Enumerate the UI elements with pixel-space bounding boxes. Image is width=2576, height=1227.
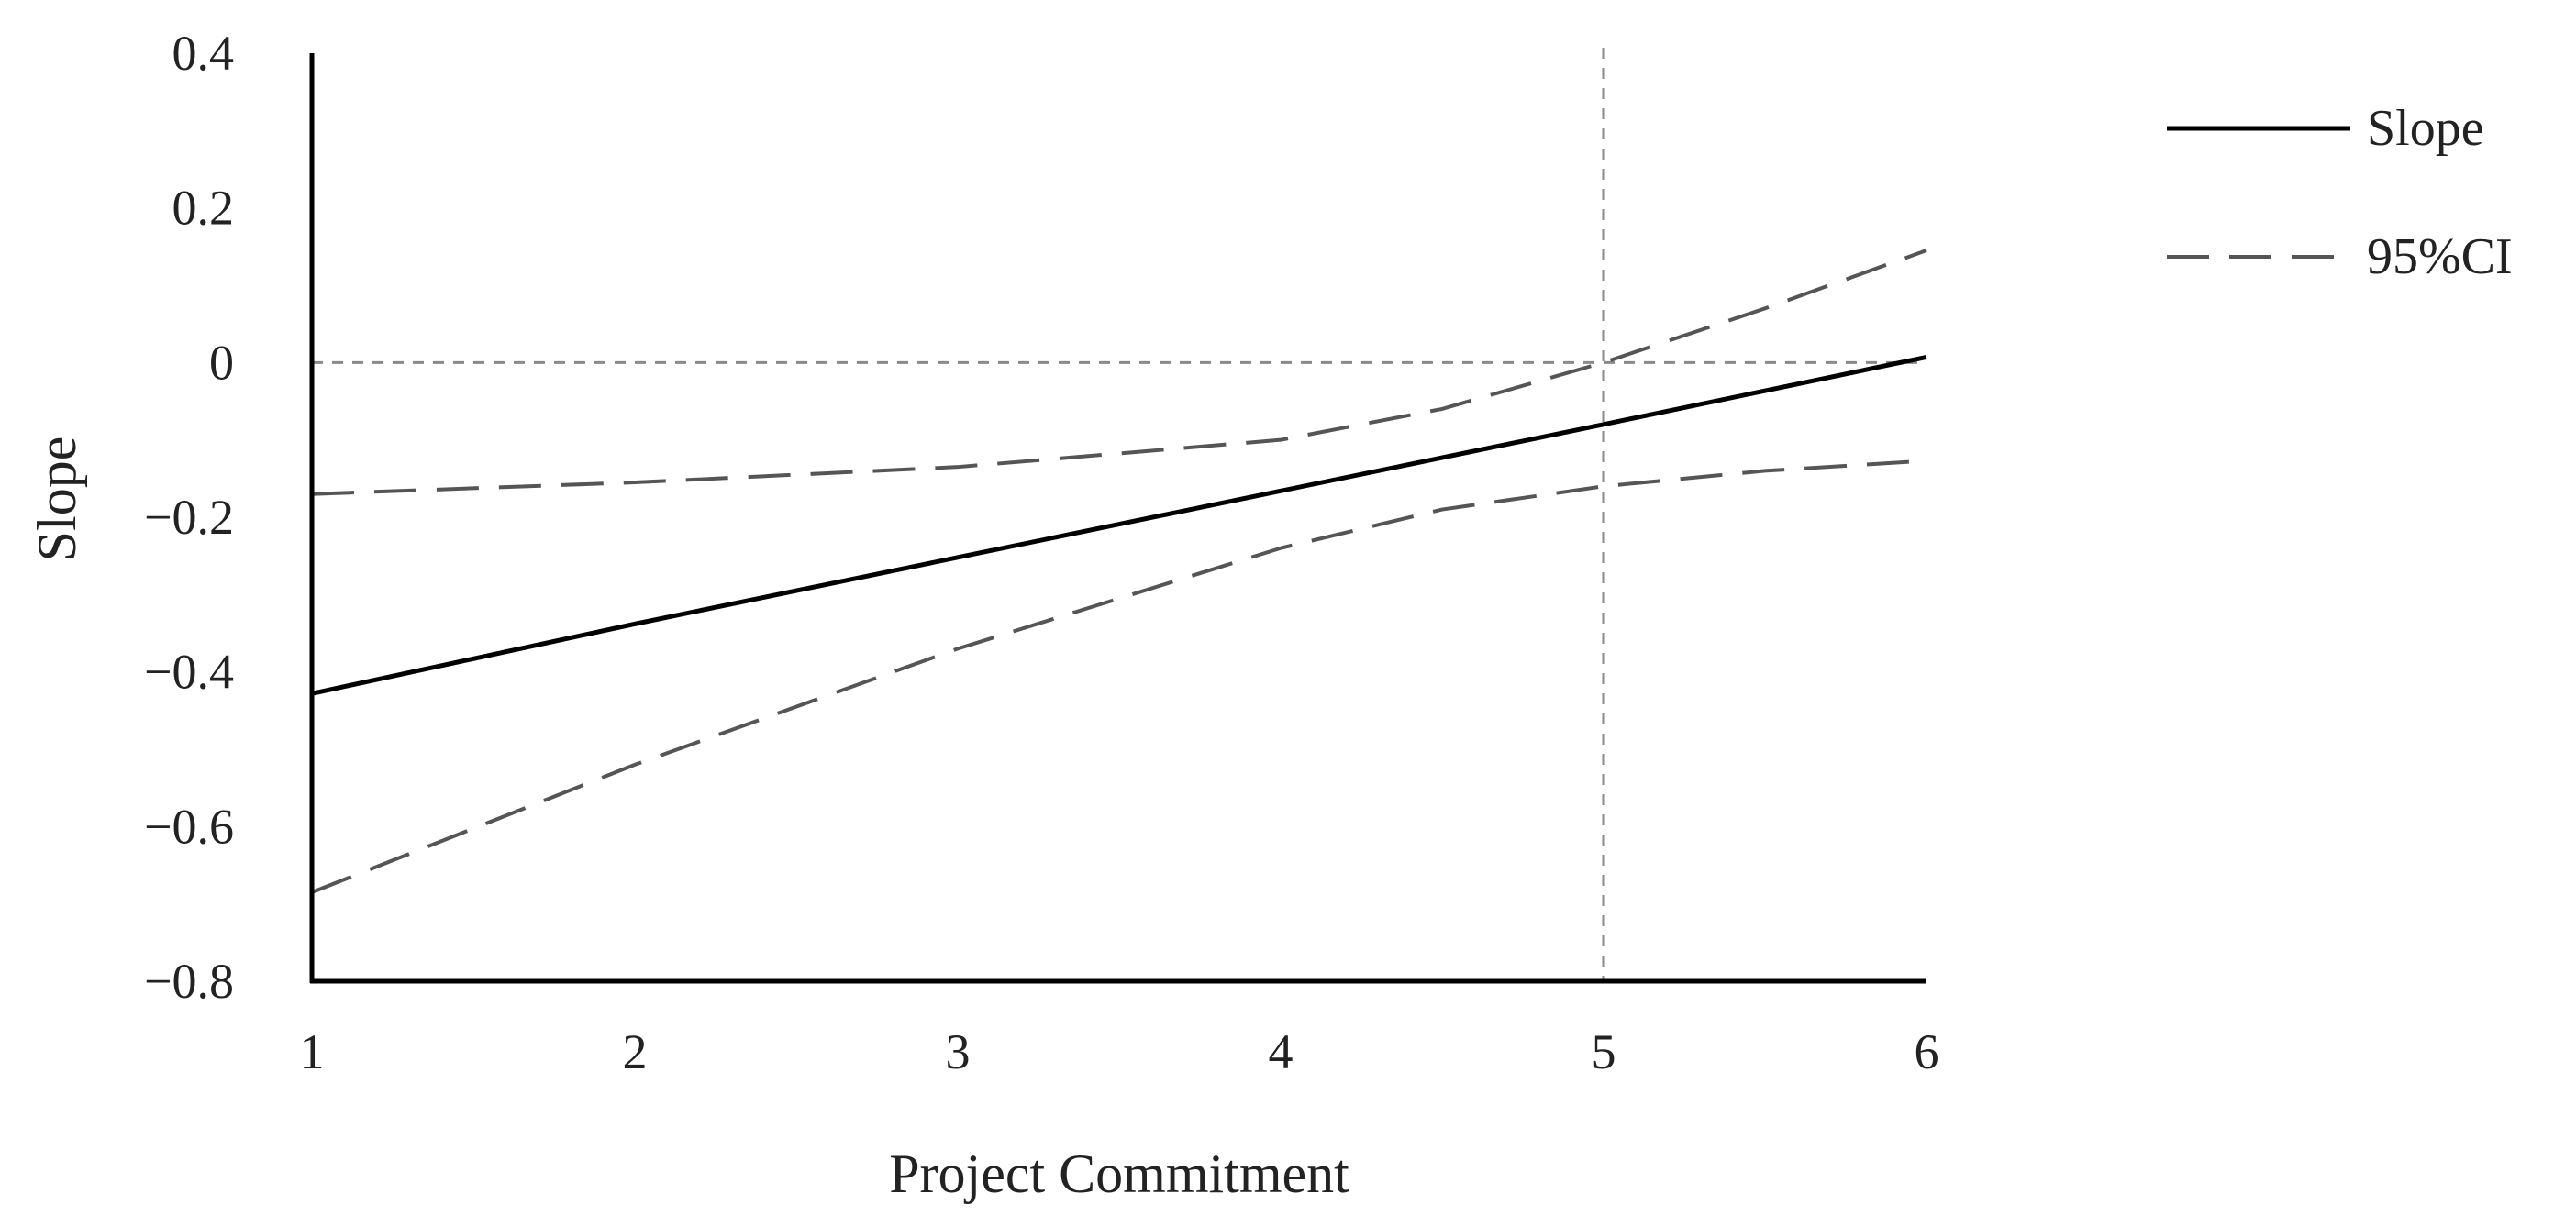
- legend: Slope 95%CI: [2167, 100, 2513, 285]
- y-tick-label: −0.6: [144, 799, 234, 854]
- series-line-95-ci: [311, 249, 1927, 496]
- x-tick-label: 6: [1915, 1024, 1939, 1079]
- series-group: [311, 249, 1927, 894]
- legend-label: Slope: [2367, 100, 2484, 157]
- y-tick-label: 0: [209, 335, 234, 390]
- x-tick-label: 5: [1592, 1024, 1616, 1079]
- series-line-ci-lower: [311, 459, 1927, 894]
- reference-lines: [312, 48, 1926, 981]
- x-axis-title: Project Commitment: [889, 1144, 1349, 1204]
- x-tick-label: 2: [623, 1024, 648, 1079]
- series-line-slope: [311, 354, 1927, 696]
- y-tick-label: −0.2: [144, 490, 234, 545]
- axes: [309, 53, 1926, 984]
- y-tick-label: 0.4: [172, 26, 235, 81]
- y-tick-label: −0.4: [144, 645, 234, 700]
- legend-label: 95%CI: [2367, 228, 2513, 285]
- y-axis-title: Slope: [27, 437, 87, 562]
- x-tick-label: 3: [946, 1024, 971, 1079]
- tick-labels: 1 2 3 4 5 6 0.4 0.2 0 −0.2 −0.4 −0.6 −0.8: [144, 26, 1938, 1079]
- y-tick-label: −0.8: [144, 954, 234, 1009]
- y-tick-label: 0.2: [172, 181, 235, 236]
- x-tick-label: 1: [300, 1024, 325, 1079]
- x-tick-label: 4: [1269, 1024, 1294, 1079]
